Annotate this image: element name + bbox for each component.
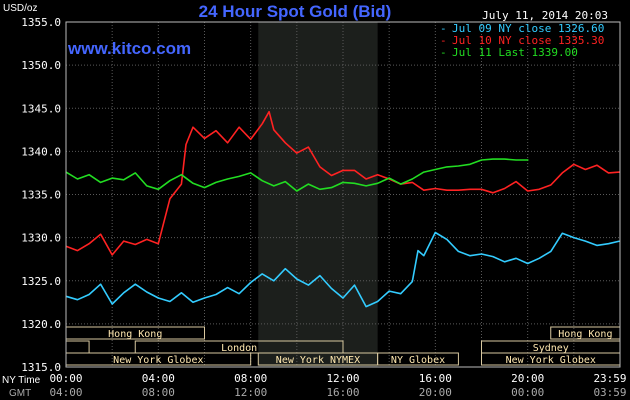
session-label: London	[221, 343, 257, 354]
legend-marker: -	[440, 34, 447, 47]
x-tick-label-gmt: 03:59	[593, 386, 626, 399]
x-tick-label-gmt: 16:00	[326, 386, 359, 399]
session-box	[377, 352, 459, 366]
y-axis-label: USD/oz	[3, 3, 37, 14]
y-tick-label: 1340.0	[21, 145, 61, 158]
session-label: Sydney	[533, 343, 569, 354]
y-tick-label: 1335.0	[21, 189, 61, 202]
x-tick-label-ny: 12:00	[326, 372, 359, 385]
x-tick-label-gmt: 00:00	[511, 386, 544, 399]
x-tick-label-ny: 23:59	[593, 372, 626, 385]
legend-marker: -	[440, 22, 447, 35]
session-label: NY Globex	[391, 355, 445, 366]
y-tick-label: 1320.0	[21, 318, 61, 331]
chart-title: 24 Hour Spot Gold (Bid)	[199, 2, 392, 21]
x-tick-label-gmt: 08:00	[142, 386, 175, 399]
y-axis: 1355.0 1350.0 1345.0 1340.0 1335.0 1330.0 1325…	[21, 16, 61, 374]
session-label: New York NYMEX	[276, 355, 360, 366]
x-axis: 00:0004:0004:0008:0008:0012:0012:0016:00…	[49, 372, 626, 399]
x-tick-label-gmt: 04:00	[49, 386, 82, 399]
x-tick-label-ny: 00:00	[49, 372, 82, 385]
legend: - Jul 09 NY close 1326.60- Jul 10 NY close…	[440, 22, 604, 59]
date-label: July 11, 2014 20:03	[482, 9, 608, 22]
y-tick-label: 1325.0	[21, 275, 61, 288]
x-tick-label-ny: 20:00	[511, 372, 544, 385]
x-tick-label-ny: 08:00	[234, 372, 267, 385]
legend-marker: -	[440, 46, 447, 59]
session-label: Hong Kong	[558, 329, 612, 340]
series-line	[65, 110, 620, 256]
kitco-watermark: www.kitco.com	[67, 39, 191, 58]
legend-entry: Jul 09 NY close 1326.60	[452, 22, 604, 35]
x-tick-label-ny: 04:00	[142, 372, 175, 385]
y-tick-label: 1350.0	[21, 59, 61, 72]
y-tick-label: 1330.0	[21, 232, 61, 245]
legend-entry: Jul 11 Last 1339.00	[452, 46, 578, 59]
session-label: New York Globex	[506, 355, 596, 366]
session-label: Hong Kong	[108, 329, 162, 340]
series-line	[65, 231, 620, 308]
ny-time-label: NY Time	[2, 375, 41, 386]
gmt-label: GMT	[9, 388, 31, 399]
x-tick-label-gmt: 20:00	[419, 386, 452, 399]
session-label: New York Globex	[113, 355, 203, 366]
y-tick-label: 1355.0	[21, 16, 61, 29]
y-tick-label: 1315.0	[21, 361, 61, 374]
y-tick-label: 1345.0	[21, 102, 61, 115]
x-tick-label-ny: 16:00	[419, 372, 452, 385]
series-line	[65, 158, 529, 192]
plot-frame	[65, 21, 621, 368]
series-lines	[65, 110, 620, 308]
legend-entry: Jul 10 NY close 1335.30	[452, 34, 604, 47]
x-tick-label-gmt: 12:00	[234, 386, 267, 399]
